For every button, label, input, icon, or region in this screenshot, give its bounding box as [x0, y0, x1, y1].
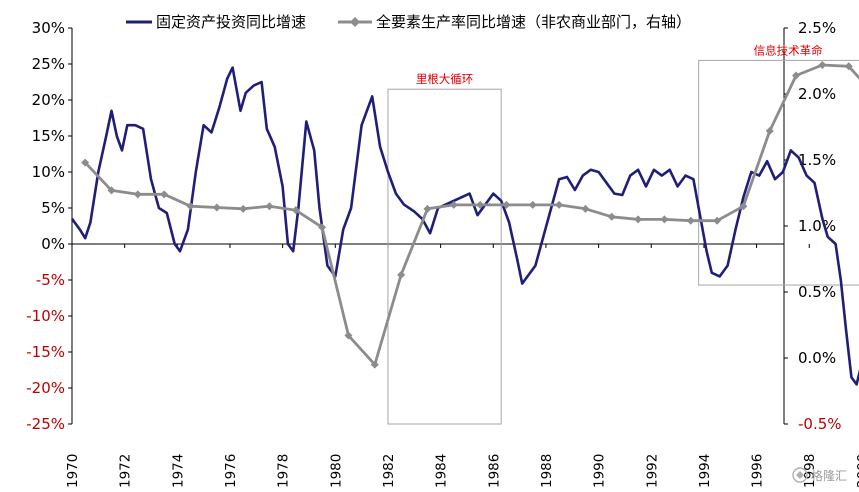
- tfp-point-marker: [133, 190, 142, 199]
- right-tick-label: -0.5%: [798, 415, 842, 433]
- left-tick-label: 15%: [32, 127, 65, 145]
- tfp-point-marker: [634, 215, 643, 224]
- annotation-label: 信息技术革命: [754, 43, 823, 57]
- x-tick-label: 1974: [170, 454, 186, 488]
- tfp-point-marker: [607, 212, 616, 221]
- series-lines: [70, 60, 859, 386]
- tfp-point-marker: [502, 200, 511, 209]
- left-tick-label: 0%: [41, 235, 65, 253]
- annotation-boxes: 里根大循环信息技术革命中国加入WTO后特朗普1.0疫情后: [387, 43, 859, 425]
- tfp-point-marker: [449, 200, 458, 209]
- tfp-point-marker: [423, 204, 432, 213]
- left-tick-label: -10%: [26, 307, 65, 325]
- legend: 固定资产投资同比增速 全要素生产率同比增速（非农商业部门，右轴）: [126, 13, 691, 31]
- watermark: 格隆汇: [792, 467, 847, 483]
- watermark-logo-mark: [796, 471, 804, 479]
- tfp-point-marker: [765, 126, 774, 135]
- left-tick-label: 10%: [32, 163, 65, 181]
- left-tick-label: -20%: [26, 379, 65, 397]
- x-tick-label: 1980: [328, 454, 344, 488]
- investment-growth-line: [70, 66, 859, 386]
- tfp-point-marker: [844, 62, 853, 71]
- left-tick-label: -15%: [26, 343, 65, 361]
- left-tick-label: 30%: [32, 19, 65, 37]
- tfp-point-marker: [239, 204, 248, 213]
- left-tick-label: 25%: [32, 55, 65, 73]
- tfp-point-marker: [81, 158, 90, 167]
- tfp-point-marker: [397, 270, 406, 279]
- tfp-point-marker: [739, 202, 748, 211]
- plot-frame: [71, 28, 785, 424]
- tfp-point-marker: [686, 216, 695, 225]
- x-tick-label: 1992: [644, 454, 660, 488]
- x-tick-label: 1982: [381, 454, 397, 488]
- tfp-point-marker: [265, 202, 274, 211]
- tfp-growth-line: [84, 63, 859, 366]
- right-tick-label: 2.5%: [798, 19, 836, 37]
- annotation-box: [698, 59, 859, 286]
- right-tick-label: 2.0%: [798, 85, 836, 103]
- tfp-point-marker: [318, 223, 327, 232]
- tfp-point-marker: [370, 360, 379, 369]
- right-axis: 2.5% 2.0% 1.5% 1.0% 0.5% 0.0% -0.5%: [784, 19, 842, 433]
- x-tick-label: 1990: [592, 454, 608, 488]
- left-tick-label: 20%: [32, 91, 65, 109]
- tfp-point-marker: [792, 71, 801, 80]
- right-tick-label: 0.0%: [798, 349, 836, 367]
- x-tick-label: 1978: [276, 454, 292, 488]
- tfp-point-marker: [528, 200, 537, 209]
- watermark-text: 格隆汇: [811, 468, 847, 483]
- tfp-point-marker: [212, 203, 221, 212]
- x-axis: 1970 1972 1974 1976 1978 1980 1982 1984 1986 1988…: [65, 244, 859, 488]
- annotation-box: [387, 88, 502, 425]
- left-tick-label: -25%: [26, 415, 65, 433]
- tfp-point-marker: [476, 200, 485, 209]
- legend-label-tfp: 全要素生产率同比增速（非农商业部门，右轴）: [376, 13, 691, 31]
- tfp-point-marker: [291, 206, 300, 215]
- legend-label-investment: 固定资产投资同比增速: [156, 13, 306, 31]
- tfp-point-marker: [160, 190, 169, 199]
- legend-marker-tfp: [350, 17, 360, 27]
- watermark-logo-icon: [792, 467, 808, 483]
- tfp-point-marker: [107, 186, 116, 195]
- tfp-point-marker: [660, 215, 669, 224]
- annotation-label: 里根大循环: [416, 72, 474, 86]
- tfp-point-marker: [581, 204, 590, 213]
- tfp-point-marker: [555, 200, 564, 209]
- x-tick-label: 2000: [855, 454, 859, 488]
- x-tick-label: 1988: [539, 454, 555, 488]
- tfp-point-marker: [818, 60, 827, 69]
- left-tick-label: 5%: [41, 199, 65, 217]
- x-tick-label: 1984: [434, 454, 450, 488]
- tfp-point-marker: [344, 331, 353, 340]
- tfp-point-marker: [186, 202, 195, 211]
- left-axis: 30% 25% 20% 15% 10% 5% 0% -5% -10% -15% -20% -25%: [26, 19, 72, 433]
- right-tick-label: 1.5%: [798, 151, 836, 169]
- right-tick-label: 1.0%: [798, 217, 836, 235]
- x-tick-label: 1976: [223, 454, 239, 488]
- x-tick-label: 1986: [486, 454, 502, 488]
- x-tick-label: 1996: [750, 454, 766, 488]
- right-tick-label: 0.5%: [798, 283, 836, 301]
- left-tick-label: -5%: [36, 271, 65, 289]
- x-tick-label: 1972: [118, 454, 134, 488]
- x-tick-label: 1970: [65, 454, 81, 488]
- x-tick-label: 1994: [697, 454, 713, 488]
- tfp-point-marker: [713, 216, 722, 225]
